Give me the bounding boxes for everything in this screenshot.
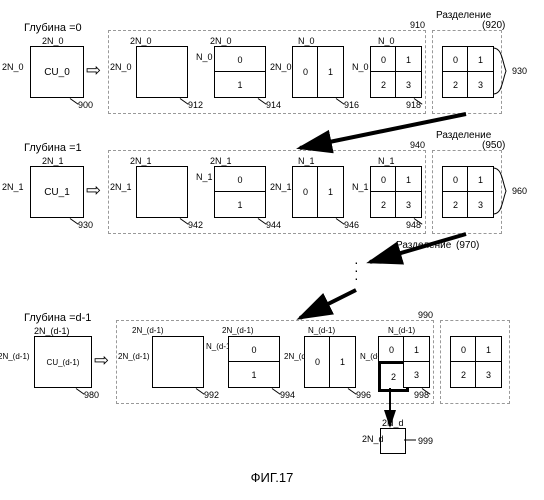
- brace-num-1: 960: [512, 186, 527, 196]
- split-label-2: Разделение: [396, 240, 451, 251]
- group-num-1: 940: [410, 140, 425, 150]
- box-942: [136, 166, 188, 218]
- depth-label-0: Глубина =0: [24, 22, 82, 34]
- cu-num-d: 980: [84, 390, 99, 400]
- dim-top-cu0: 2N_0: [42, 36, 64, 46]
- split-num-1: (950): [482, 140, 505, 151]
- arrow-open-1: ⇨: [86, 180, 101, 201]
- split-num-2: (970): [456, 240, 479, 251]
- dots: ···: [354, 258, 359, 282]
- cu-box-0: CU_0: [30, 46, 84, 98]
- depth-label-d: Глубина =d-1: [24, 312, 91, 324]
- group-num-0: 910: [410, 20, 425, 30]
- cu-box-1: CU_1: [30, 166, 84, 218]
- final-box: [380, 428, 406, 454]
- split-num-0: (920): [482, 20, 505, 31]
- final-dim: 2N_d: [382, 418, 404, 428]
- box-912: [136, 46, 188, 98]
- group-num-d: 990: [418, 310, 433, 320]
- dim-left-cu0: 2N_0: [2, 62, 24, 72]
- depth-label-1: Глубина =1: [24, 142, 82, 154]
- box-992: [152, 336, 204, 388]
- brace-num-0: 930: [512, 66, 527, 76]
- cu-num-0: 900: [78, 100, 93, 110]
- figure-label: ФИГ.17: [0, 470, 544, 485]
- cu-num-1: 930: [78, 220, 93, 230]
- cu-box-d: CU_(d-1): [34, 336, 92, 388]
- arrow-open-d: ⇨: [94, 350, 109, 371]
- final-num: 999: [418, 436, 433, 446]
- arrow-open-0: ⇨: [86, 60, 101, 81]
